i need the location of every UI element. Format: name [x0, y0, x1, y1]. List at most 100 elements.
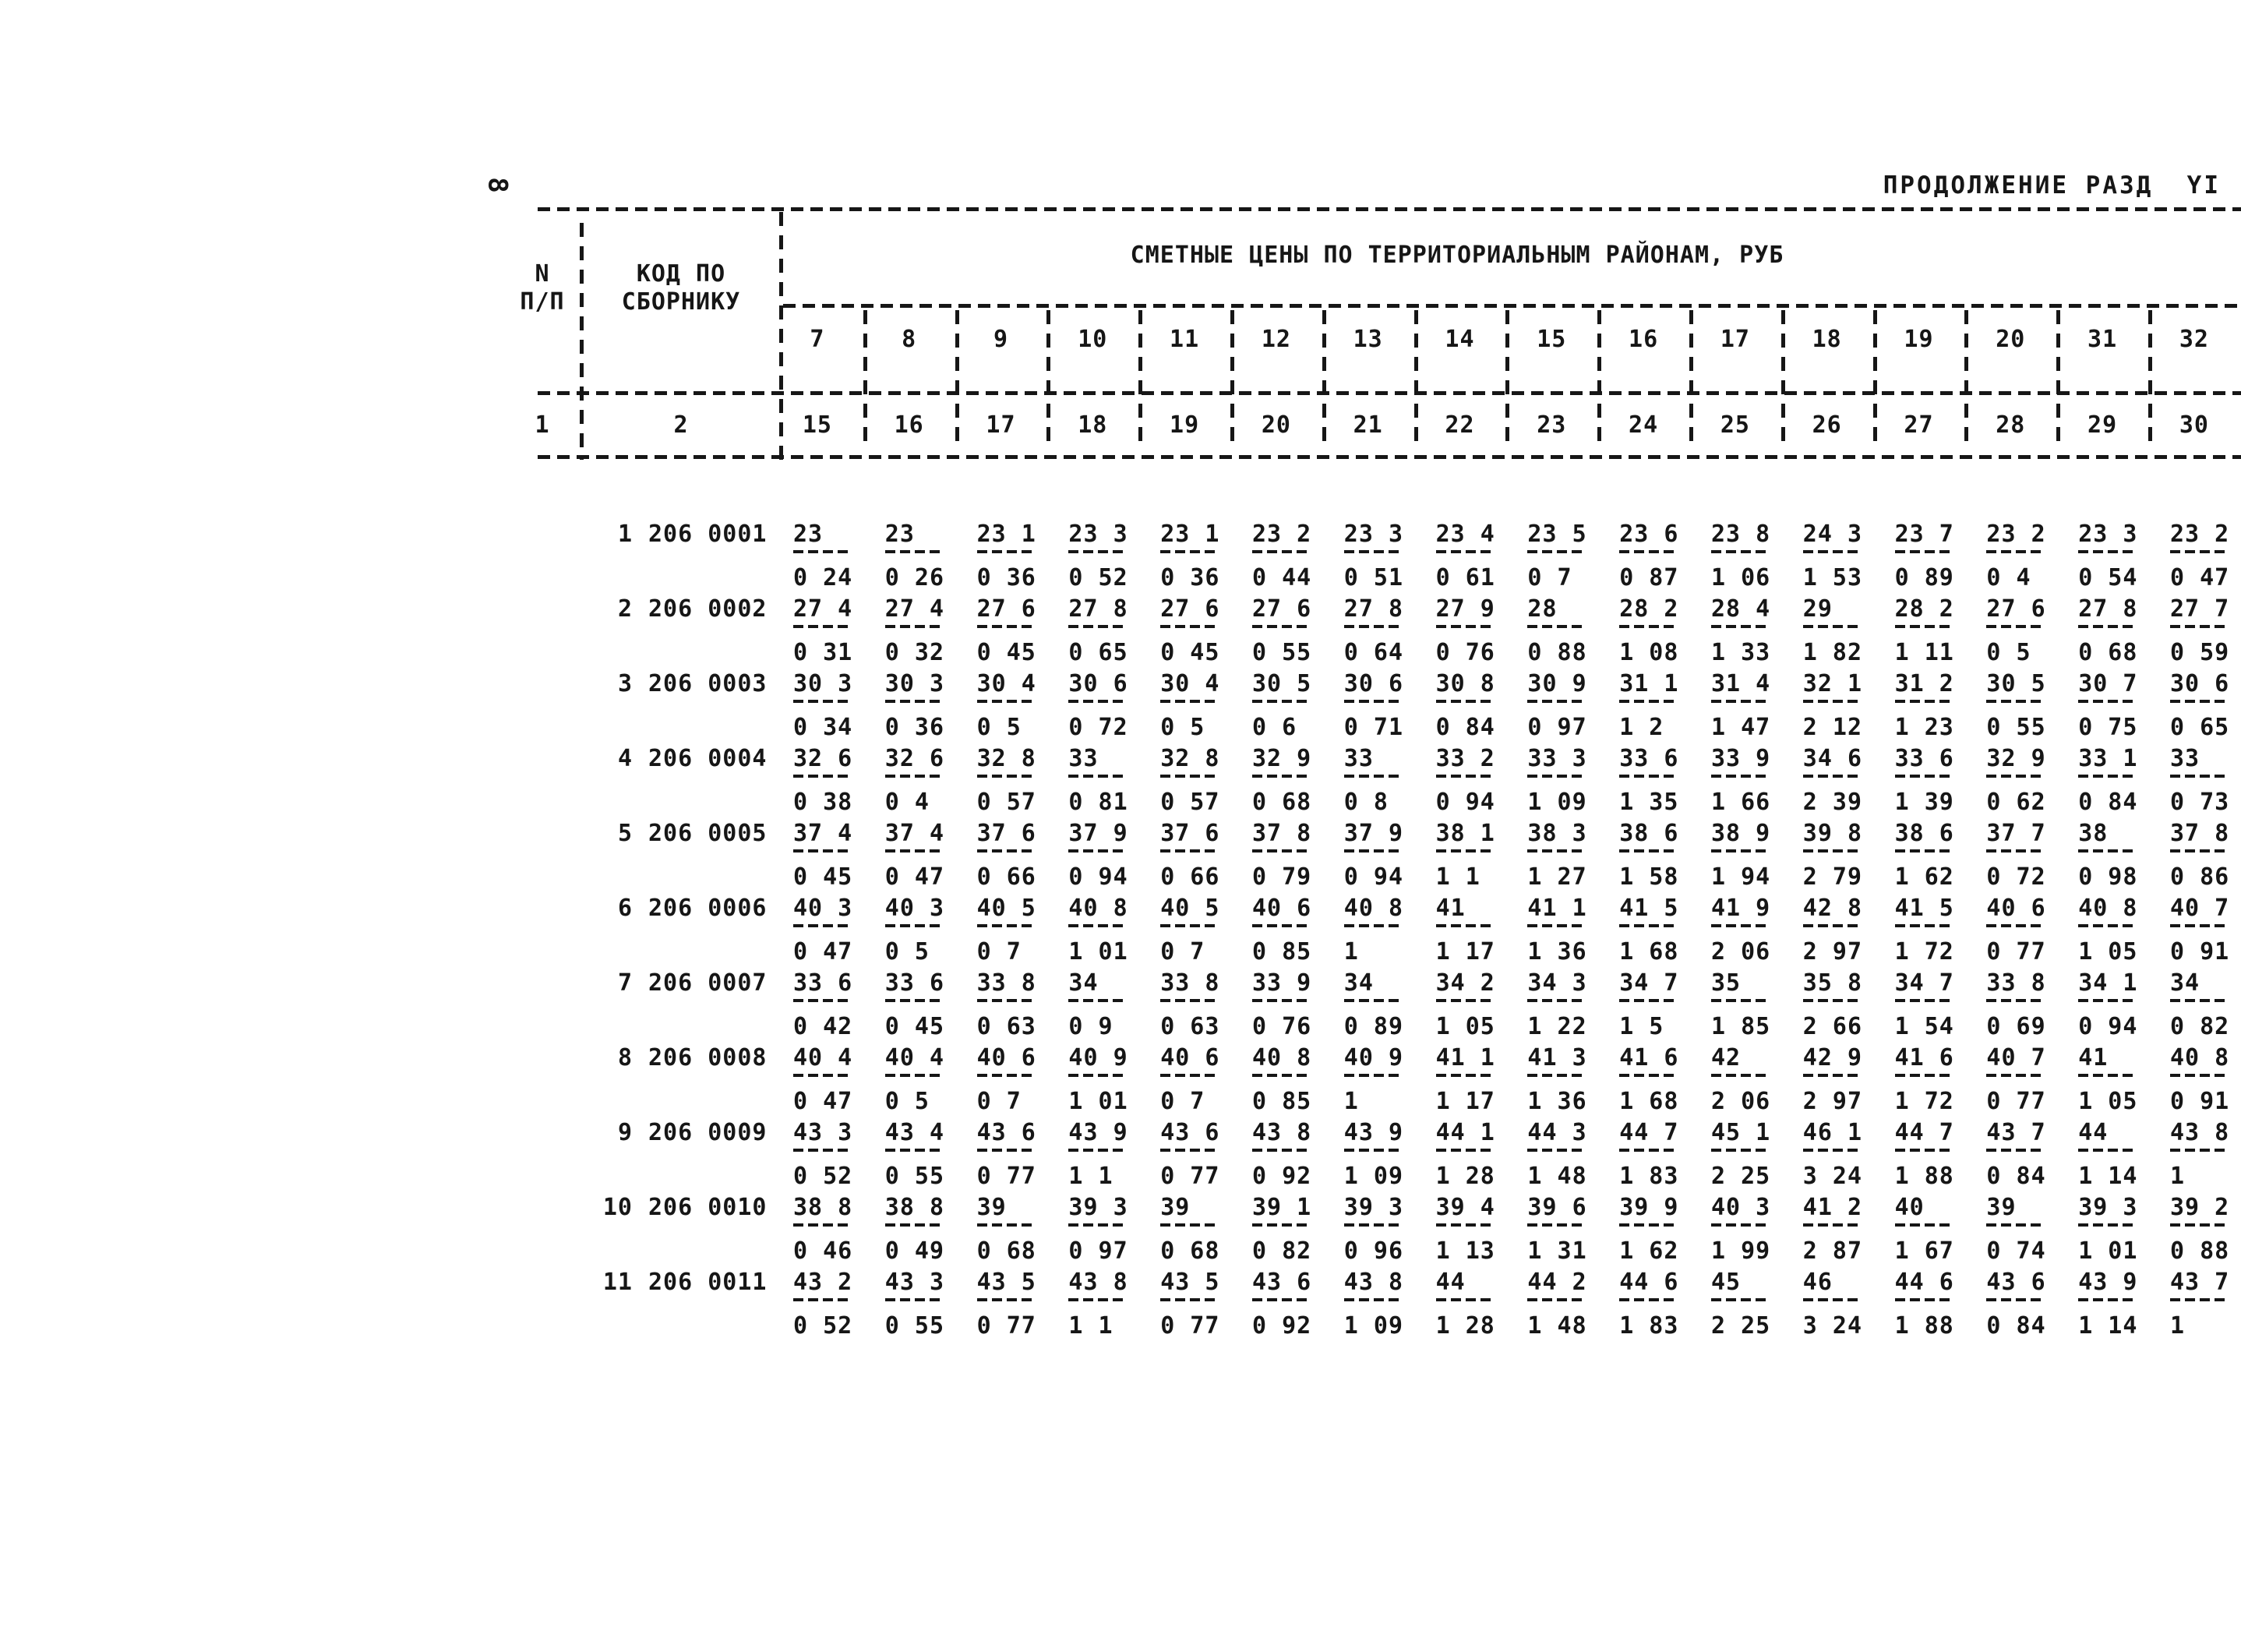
- cell-separator-dash: [1619, 775, 1678, 778]
- cell-sub-value: 1 62: [1619, 1237, 1679, 1265]
- row-number: 5: [617, 820, 633, 847]
- cell-sub-value: 2 25: [1711, 1312, 1771, 1340]
- cell-value: 38 3: [1527, 820, 1587, 847]
- cell-separator-dash: [793, 1074, 851, 1077]
- cell-value: 23 1: [1160, 521, 1220, 548]
- row-code: 206 0003: [648, 670, 768, 697]
- cell-sub-value: 0 36: [1160, 564, 1220, 591]
- cell-separator-dash: [1068, 1298, 1127, 1301]
- cell-separator-dash: [1343, 1223, 1402, 1227]
- cell-sub-value: 0 52: [793, 1312, 853, 1340]
- cell-value: 42: [1711, 1044, 1742, 1071]
- cell-sub-value: 0 44: [1252, 564, 1312, 591]
- cell-sub-value: 1 05: [1435, 1013, 1495, 1040]
- cell-sub-value: 0 68: [1160, 1237, 1220, 1265]
- cell-value: 43 4: [884, 1119, 945, 1146]
- cell-separator-dash: [1894, 625, 1953, 628]
- cell-separator-dash: [1252, 1223, 1310, 1227]
- row-number: 3: [617, 670, 633, 697]
- cell-separator-dash: [976, 999, 1035, 1002]
- cell-value: 41 6: [1894, 1044, 1954, 1071]
- cell-sub-value: 0 76: [1252, 1013, 1312, 1040]
- cell-separator-dash: [976, 849, 1035, 852]
- cell-separator-dash: [1619, 550, 1678, 553]
- cell-sub-value: 0 66: [976, 863, 1036, 891]
- cell-sub-value: 1 09: [1343, 1312, 1404, 1340]
- cell-sub-value: 0 61: [1435, 564, 1495, 591]
- cell-separator-dash: [884, 1223, 943, 1227]
- row-header-num-line1: N: [535, 260, 550, 288]
- cell-separator-dash: [2078, 924, 2137, 927]
- cell-sub-value: 1 48: [1527, 1163, 1587, 1190]
- cell-value: 39: [1160, 1194, 1191, 1221]
- cell-value: 44 3: [1527, 1119, 1587, 1146]
- cell-separator-dash: [1527, 700, 1586, 703]
- cell-sub-value: 1 58: [1619, 863, 1679, 891]
- cell-separator-dash: [1343, 1298, 1402, 1301]
- cell-sub-value: 0 75: [2078, 714, 2138, 741]
- cell-separator-dash: [1986, 775, 2045, 778]
- cell-sub-value: 0 4: [884, 789, 930, 816]
- district-number: 10: [1078, 326, 1108, 353]
- cell-separator-dash: [1435, 1074, 1494, 1077]
- column-index: 28: [1996, 411, 2026, 439]
- cell-sub-value: 0 76: [1435, 639, 1495, 666]
- cell-value: 40 7: [2170, 895, 2230, 922]
- cell-separator-dash: [1619, 849, 1678, 852]
- column-divider: [955, 310, 959, 450]
- cell-value: 31 1: [1619, 670, 1679, 697]
- cell-value: 23 8: [1711, 521, 1771, 548]
- cell-separator-dash: [1435, 550, 1494, 553]
- cell-value: 40 8: [1068, 895, 1128, 922]
- cell-sub-value: 2 79: [1802, 863, 1863, 891]
- row-number: 10: [602, 1194, 633, 1221]
- cell-sub-value: 1 08: [1619, 639, 1679, 666]
- cell-separator-dash: [1252, 1298, 1310, 1301]
- cell-separator-dash: [1986, 849, 2045, 852]
- cell-value: 42 9: [1802, 1044, 1863, 1071]
- cell-separator-dash: [884, 999, 943, 1002]
- cell-value: 41 5: [1619, 895, 1679, 922]
- cell-separator-dash: [1711, 775, 1769, 778]
- cell-sub-value: 1 39: [1894, 789, 1954, 816]
- cell-value: 33 9: [1252, 969, 1312, 997]
- cell-value: 33: [1343, 745, 1374, 772]
- cell-value: 39: [1986, 1194, 2017, 1221]
- cell-separator-dash: [2170, 1149, 2228, 1152]
- cell-value: 33: [1068, 745, 1099, 772]
- column-divider: [1230, 310, 1234, 450]
- row-code: 206 0001: [648, 521, 768, 548]
- cell-value: 43 7: [2170, 1269, 2230, 1296]
- cell-value: 39 3: [2078, 1194, 2138, 1221]
- cell-separator-dash: [2170, 550, 2228, 553]
- cell-sub-value: 1 27: [1527, 863, 1587, 891]
- cell-sub-value: 0 26: [884, 564, 945, 591]
- cell-separator-dash: [2170, 999, 2228, 1002]
- cell-separator-dash: [1252, 999, 1310, 1002]
- cell-sub-value: 1 72: [1894, 1088, 1954, 1115]
- cell-value: 40 6: [1252, 895, 1312, 922]
- cell-sub-value: 0 55: [884, 1312, 945, 1340]
- cell-sub-value: 1 54: [1894, 1013, 1954, 1040]
- cell-value: 31 4: [1711, 670, 1771, 697]
- cell-separator-dash: [1802, 1149, 1861, 1152]
- cell-sub-value: 1 82: [1802, 639, 1863, 666]
- cell-sub-value: 2 12: [1802, 714, 1863, 741]
- cell-separator-dash: [1986, 1149, 2045, 1152]
- column-index: 18: [1078, 411, 1108, 439]
- cell-separator-dash: [2078, 1298, 2137, 1301]
- cell-sub-value: 1 72: [1894, 938, 1954, 965]
- cell-separator-dash: [2170, 775, 2228, 778]
- cell-value: 30 4: [1160, 670, 1220, 697]
- cell-separator-dash: [1343, 625, 1402, 628]
- cell-value: 33 6: [884, 969, 945, 997]
- cell-separator-dash: [2170, 700, 2228, 703]
- cell-value: 43 2: [793, 1269, 853, 1296]
- cell-separator-dash: [1435, 849, 1494, 852]
- column-divider: [1138, 310, 1143, 450]
- header-mid-rule: [538, 391, 2241, 395]
- district-number: 16: [1629, 326, 1659, 353]
- cell-sub-value: 1 22: [1527, 1013, 1587, 1040]
- cell-sub-value: 0 92: [1252, 1163, 1312, 1190]
- cell-separator-dash: [1711, 1074, 1769, 1077]
